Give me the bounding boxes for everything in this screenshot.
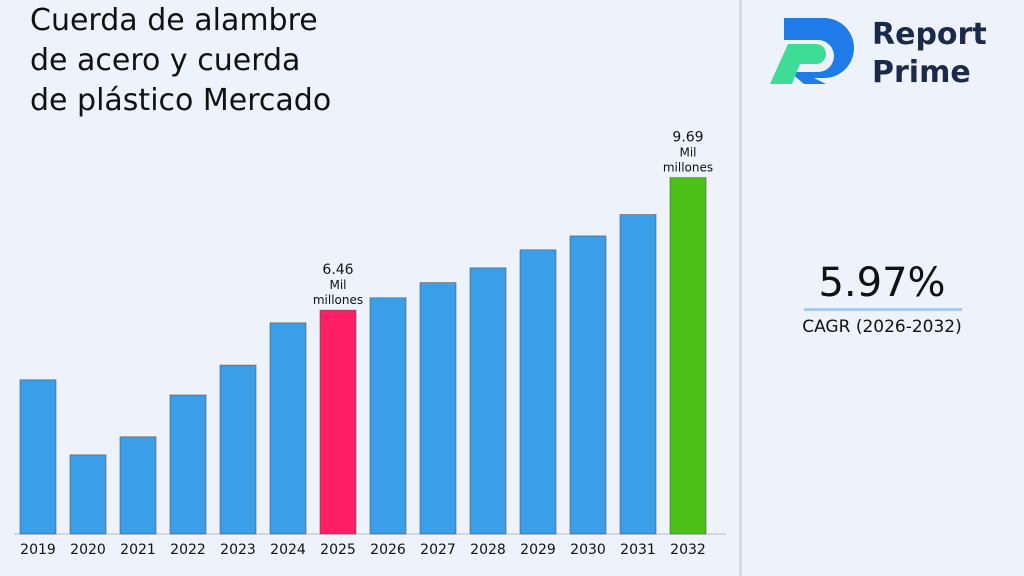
x-tick-label: 2020 [70, 542, 106, 558]
divider [739, 0, 742, 576]
bar [419, 282, 457, 535]
x-tick-label: 2022 [170, 542, 206, 558]
x-tick-label: 2019 [20, 542, 56, 558]
bar [319, 309, 357, 535]
bar [19, 379, 57, 535]
x-tick-label: 2029 [520, 542, 556, 558]
cagr-value: 5.97% [818, 260, 945, 306]
x-tick-label: 2024 [270, 542, 306, 558]
bar [469, 267, 507, 535]
x-tick-label: 2031 [620, 542, 656, 558]
x-tick-label: 2026 [370, 542, 406, 558]
x-tick-label: 2030 [570, 542, 606, 558]
brand-line2: Prime [872, 55, 971, 90]
bar [69, 454, 107, 535]
bar [519, 249, 557, 535]
bar [119, 436, 157, 535]
cagr-underline [804, 308, 962, 311]
bar [669, 177, 707, 535]
value-label: 6.46 Mil millones [313, 262, 363, 307]
value-label: 9.69 Mil millones [663, 130, 713, 175]
bar [169, 394, 207, 535]
bar [219, 364, 257, 535]
bar [569, 235, 607, 535]
x-tick-label: 2023 [220, 542, 256, 558]
bar [369, 297, 407, 535]
x-tick-label: 2027 [420, 542, 456, 558]
chart-title: Cuerda de alambre de acero y cuerda de plá… [30, 3, 331, 118]
bar [619, 214, 657, 535]
logo: Report Prime [770, 17, 987, 90]
x-tick-label: 2032 [670, 542, 706, 558]
x-tick-label: 2021 [120, 542, 156, 558]
cagr-label: CAGR (2026-2032) [802, 317, 962, 337]
bar [269, 322, 307, 535]
brand-line1: Report [872, 17, 987, 52]
x-tick-label: 2028 [470, 542, 506, 558]
x-tick-label: 2025 [320, 542, 356, 558]
